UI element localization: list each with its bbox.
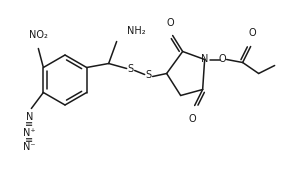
Text: N⁺: N⁺ [23, 128, 36, 138]
Text: NO₂: NO₂ [29, 30, 48, 39]
Text: O: O [189, 113, 196, 124]
Text: ≡: ≡ [25, 120, 33, 130]
Text: O: O [219, 54, 226, 65]
Text: N: N [201, 53, 208, 63]
Text: S: S [128, 65, 134, 75]
Text: NH₂: NH₂ [127, 26, 145, 37]
Text: O: O [167, 17, 174, 28]
Text: O: O [249, 29, 256, 39]
Text: N: N [26, 112, 33, 121]
Text: ≡: ≡ [25, 134, 33, 144]
Text: S: S [146, 71, 152, 80]
Text: N⁻: N⁻ [23, 143, 35, 153]
